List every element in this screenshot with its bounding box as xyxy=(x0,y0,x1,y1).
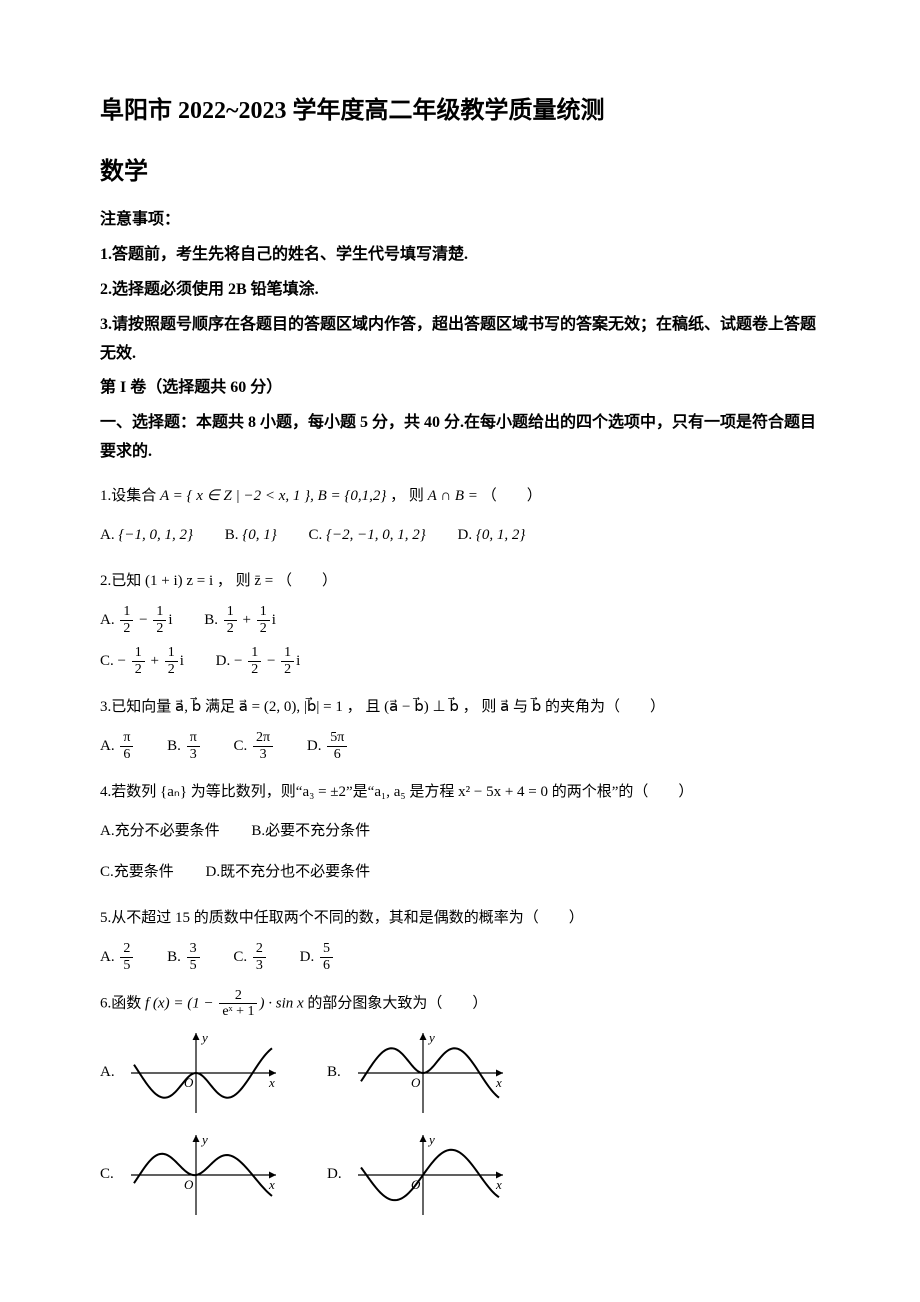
notice-2: 2.选择题必须使用 2B 铅笔填涂. xyxy=(100,276,820,305)
q3-opt-d: D. 5π6 xyxy=(307,730,349,763)
svg-text:y: y xyxy=(200,1030,208,1045)
subject-title: 数学 xyxy=(100,151,820,194)
exam-title: 阜阳市 2022~2023 学年度高二年级教学质量统测 xyxy=(100,90,820,133)
q3-opt-b: B. π3 xyxy=(167,730,202,763)
q5-opt-d: D. 56 xyxy=(300,941,335,974)
q2-opt-c: C. − 12 + 12i xyxy=(100,645,184,678)
svg-text:y: y xyxy=(427,1030,435,1045)
q6-label-b: B. xyxy=(327,1059,347,1086)
svg-text:O: O xyxy=(184,1177,194,1192)
q2-opt-d: D. − 12 − 12i xyxy=(216,645,301,678)
svg-text:x: x xyxy=(495,1177,502,1192)
q4-options-row2: C.充要条件 D.既不充分也不必要条件 xyxy=(100,856,820,889)
q1-options: A. {−1, 0, 1, 2} B. {0, 1} C. {−2, −1, 0… xyxy=(100,519,820,552)
q5-opt-c: C. 23 xyxy=(233,941,268,974)
notice-1: 1.答题前，考生先将自己的姓名、学生代号填写清楚. xyxy=(100,241,820,270)
q6-func-prefix: f (x) = (1 − xyxy=(145,995,217,1011)
q6-label-a: A. xyxy=(100,1059,120,1086)
svg-text:y: y xyxy=(427,1132,435,1147)
q6-stem-a: 6.函数 xyxy=(100,995,145,1011)
q6-graph-b: y x O xyxy=(353,1028,508,1118)
q1-opt-c: C. {−2, −1, 0, 1, 2} xyxy=(308,519,425,552)
svg-text:x: x xyxy=(268,1177,275,1192)
q1-expr: A ∩ B = xyxy=(428,488,478,504)
q3-opt-c: C. 2π3 xyxy=(234,730,276,763)
q1-stem-c: （ ） xyxy=(482,488,542,504)
q1-opt-a: A. {−1, 0, 1, 2} xyxy=(100,519,193,552)
q6-label-c: C. xyxy=(100,1161,120,1188)
q5-opt-a: A. 25 xyxy=(100,941,135,974)
section-label-1b: 一、选择题：本题共 8 小题，每小题 5 分，共 40 分.在每小题给出的四个选… xyxy=(100,409,820,467)
notice-3: 3.请按照题号顺序在各题目的答题区域内作答，超出答题区域书写的答案无效；在稿纸、… xyxy=(100,311,820,369)
q2-opt-a: A. 12 − 12i xyxy=(100,604,172,637)
q4-opt-a: A.充分不必要条件 xyxy=(100,815,220,848)
q1-stem-b: ， 则 xyxy=(390,488,428,504)
question-4: 4.若数列 {aₙ} 为等比数列，则“a₃ = ±2”是“a₁, a₅ 是方程 … xyxy=(100,777,820,807)
svg-text:x: x xyxy=(495,1075,502,1090)
q1-opt-d: D. {0, 1, 2} xyxy=(458,519,526,552)
question-6: 6.函数 f (x) = (1 − 2eˣ + 1) · sin x 的部分图象… xyxy=(100,988,820,1020)
q6-graph-row-2: C. y x O D. y x O xyxy=(100,1130,820,1220)
q6-graph-row-1: A. y x O B. y x O xyxy=(100,1028,820,1118)
svg-text:O: O xyxy=(411,1177,421,1192)
question-3: 3.已知向量 a⃗, b⃗ 满足 a⃗ = (2, 0), |b⃗| = 1 ，… xyxy=(100,692,820,722)
q6-graph-c: y x O xyxy=(126,1130,281,1220)
svg-text:O: O xyxy=(184,1075,194,1090)
q2-options-row2: C. − 12 + 12i D. − 12 − 12i xyxy=(100,645,820,678)
q4-options-row1: A.充分不必要条件 B.必要不充分条件 xyxy=(100,815,820,848)
q1-opt-b: B. {0, 1} xyxy=(225,519,277,552)
q1-stem-a: 1.设集合 xyxy=(100,488,160,504)
svg-text:x: x xyxy=(268,1075,275,1090)
q3-opt-a: A. π6 xyxy=(100,730,135,763)
question-5: 5.从不超过 15 的质数中任取两个不同的数，其和是偶数的概率为（ ） xyxy=(100,903,820,933)
q6-stem-b: 的部分图象大致为（ ） xyxy=(307,995,487,1011)
q4-opt-b: B.必要不充分条件 xyxy=(251,815,370,848)
section-label-1a: 第 I 卷（选择题共 60 分） xyxy=(100,374,820,403)
q1-set-expr: A = { x ∈ Z | −2 < x, 1 }, B = {0,1,2} xyxy=(160,488,386,504)
q6-label-d: D. xyxy=(327,1161,347,1188)
q4-opt-c: C.充要条件 xyxy=(100,856,174,889)
notice-header: 注意事项： xyxy=(100,206,820,235)
svg-text:y: y xyxy=(200,1132,208,1147)
svg-text:O: O xyxy=(411,1075,421,1090)
q2-options-row1: A. 12 − 12i B. 12 + 12i xyxy=(100,604,820,637)
q6-func-suffix: ) · sin x xyxy=(259,995,303,1011)
q4-opt-d: D.既不充分也不必要条件 xyxy=(206,856,371,889)
q6-graph-d: y x O xyxy=(353,1130,508,1220)
q6-graph-a: y x O xyxy=(126,1028,281,1118)
q5-options: A. 25 B. 35 C. 23 D. 56 xyxy=(100,941,820,974)
q5-opt-b: B. 35 xyxy=(167,941,202,974)
question-2: 2.已知 (1 + i) z = i ， 则 z̄ = （ ） xyxy=(100,566,820,596)
q2-opt-b: B. 12 + 12i xyxy=(204,604,276,637)
q3-options: A. π6 B. π3 C. 2π3 D. 5π6 xyxy=(100,730,820,763)
question-1: 1.设集合 A = { x ∈ Z | −2 < x, 1 }, B = {0,… xyxy=(100,481,820,511)
